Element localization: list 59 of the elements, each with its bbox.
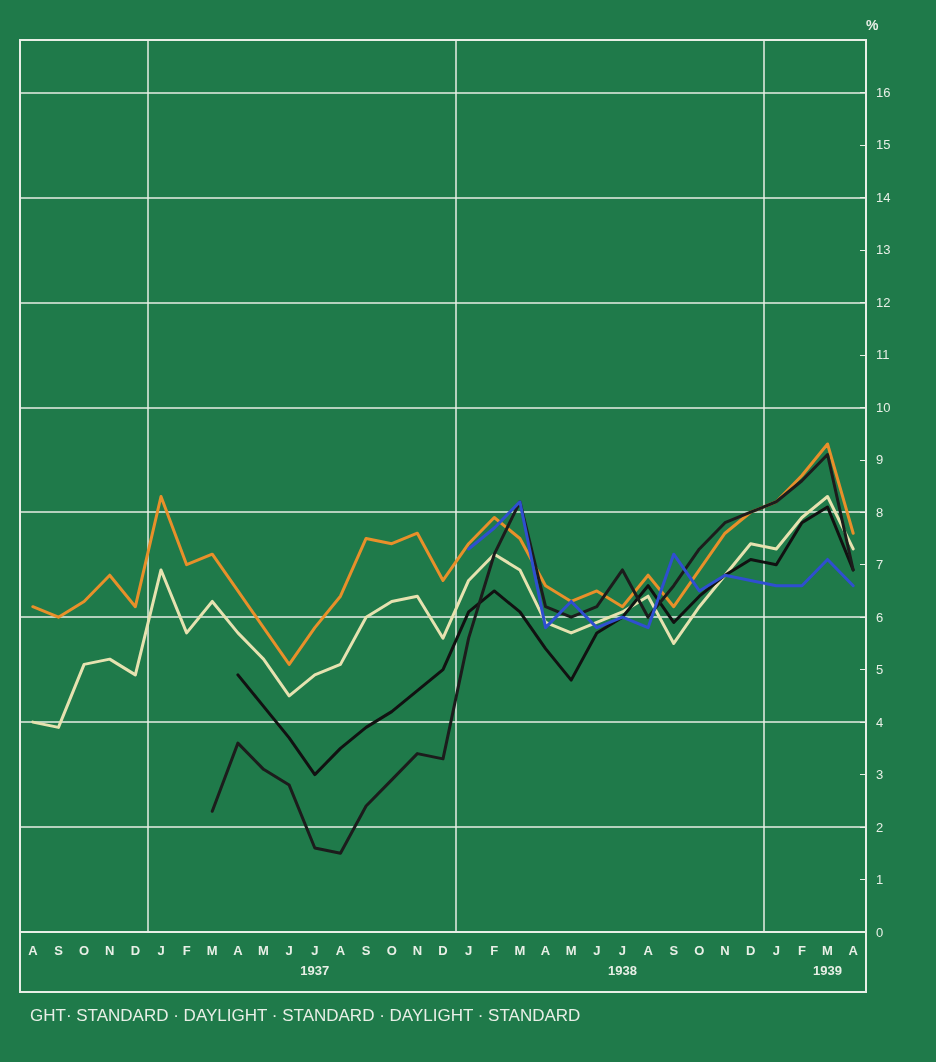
text: 1939 bbox=[813, 963, 843, 978]
y-tick-label: 1 bbox=[876, 872, 884, 888]
x-tick-label: D bbox=[130, 943, 141, 958]
x-tick-label: S bbox=[54, 943, 64, 958]
x-tick-label: S bbox=[669, 943, 679, 958]
x-tick-label: A bbox=[643, 943, 654, 958]
x-tick-label: O bbox=[386, 943, 397, 958]
y-tick-label: 9 bbox=[876, 452, 884, 468]
x-tick-label: F bbox=[182, 943, 191, 958]
x-tick-label: A bbox=[540, 943, 551, 958]
y-tick-label: 13 bbox=[876, 242, 891, 258]
text: 1938 bbox=[607, 963, 637, 978]
y-tick-label: 6 bbox=[876, 609, 884, 625]
x-tick-label: D bbox=[745, 943, 756, 958]
y-tick-label: 2 bbox=[876, 819, 884, 835]
y-tick-label: 4 bbox=[876, 714, 884, 730]
x-tick-label: M bbox=[822, 943, 833, 958]
x-tick-label: N bbox=[412, 943, 423, 958]
y-tick-label: 10 bbox=[876, 399, 891, 415]
text: GHT· STANDARD · DAYLIGHT · STANDARD · DAYLIGHT · STANDARD bbox=[30, 1006, 581, 1025]
y-tick-label: 3 bbox=[876, 767, 884, 783]
x-tick-label: J bbox=[593, 943, 601, 958]
x-tick-label: M bbox=[565, 943, 577, 958]
x-tick-label: M bbox=[206, 943, 218, 958]
y-tick-label: 11 bbox=[876, 347, 890, 363]
x-tick-label: J bbox=[465, 943, 473, 958]
y-tick-label: 14 bbox=[876, 189, 891, 205]
y-tick-label: 12 bbox=[876, 294, 891, 310]
x-tick-label: J bbox=[772, 943, 780, 958]
y-tick-label: 16 bbox=[876, 84, 891, 100]
x-tick-label: A bbox=[28, 943, 39, 958]
x-tick-label: F bbox=[797, 943, 806, 958]
y-tick-label: 8 bbox=[876, 504, 884, 520]
x-tick-label: J bbox=[285, 943, 293, 958]
x-tick-label: A bbox=[335, 943, 346, 958]
x-tick-label: F bbox=[490, 943, 499, 958]
line-series bbox=[31, 494, 855, 729]
x-tick-label: S bbox=[361, 943, 371, 958]
x-tick-label: O bbox=[79, 943, 90, 958]
line-series bbox=[210, 453, 855, 855]
line-series bbox=[467, 500, 855, 630]
x-tick-label: J bbox=[311, 943, 319, 958]
line-series bbox=[31, 442, 855, 666]
x-tick-label: J bbox=[157, 943, 165, 958]
y-axis-title: % bbox=[866, 17, 879, 33]
x-tick-label: J bbox=[618, 943, 627, 958]
x-tick-label: M bbox=[258, 943, 269, 958]
y-tick-label: 0 bbox=[876, 924, 884, 940]
y-tick-label: 15 bbox=[876, 137, 891, 153]
x-tick-label: A bbox=[233, 943, 244, 958]
x-tick-label: N bbox=[720, 943, 730, 958]
y-tick-label: 5 bbox=[876, 662, 884, 678]
x-tick-label: N bbox=[105, 943, 115, 958]
x-tick-label: A bbox=[848, 943, 859, 958]
x-tick-label: O bbox=[694, 943, 705, 958]
x-tick-label: M bbox=[514, 943, 526, 958]
y-tick-label: 7 bbox=[876, 557, 884, 573]
x-tick-label: D bbox=[438, 943, 448, 958]
text: 1937 bbox=[300, 963, 330, 978]
